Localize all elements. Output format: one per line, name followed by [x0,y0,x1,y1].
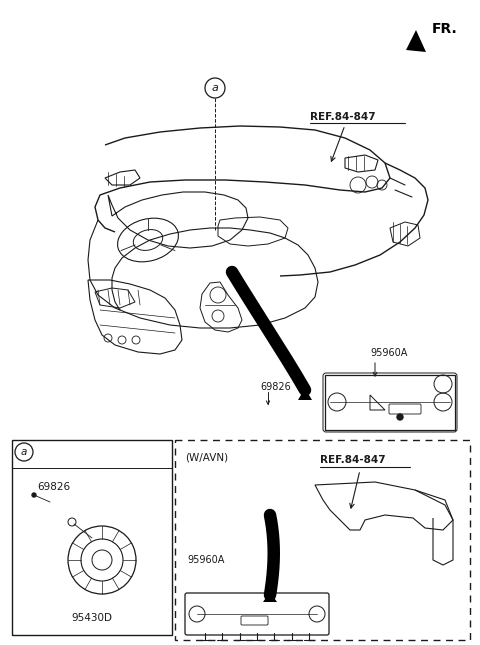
Circle shape [397,414,403,420]
Text: (W/AVN): (W/AVN) [185,452,228,462]
Text: REF.84-847: REF.84-847 [310,112,376,122]
Text: 69826: 69826 [260,382,291,392]
Text: a: a [212,83,218,93]
Circle shape [32,493,36,497]
Text: FR.: FR. [432,22,458,36]
Text: 95430D: 95430D [72,613,112,623]
Text: REF.84-847: REF.84-847 [320,455,385,465]
Polygon shape [406,30,426,52]
Text: 69826: 69826 [37,482,70,492]
Text: 95960A: 95960A [187,555,224,565]
Text: 95960A: 95960A [370,348,408,358]
Text: a: a [21,447,27,457]
Polygon shape [298,388,312,400]
Polygon shape [263,592,277,602]
